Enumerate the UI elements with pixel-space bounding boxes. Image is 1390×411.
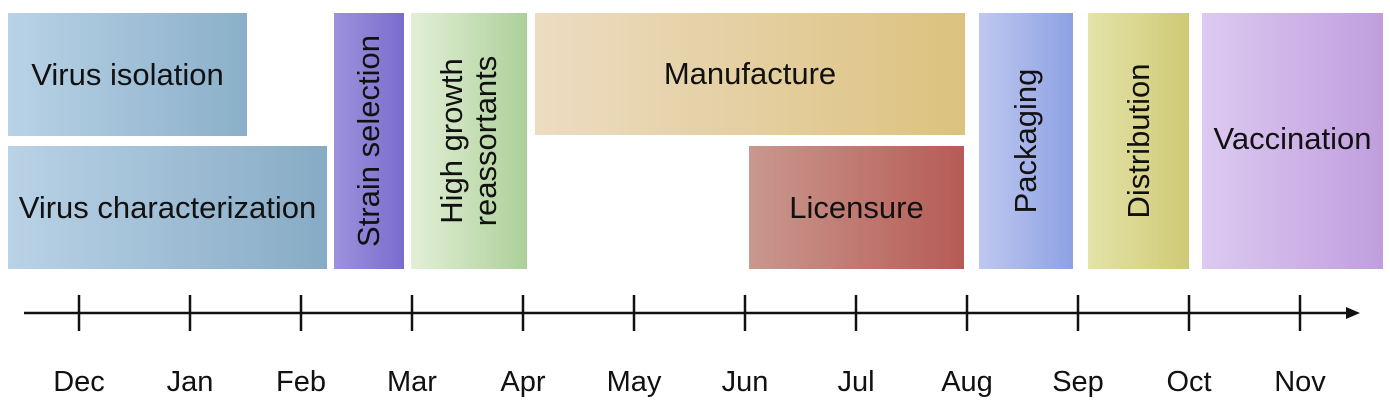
- phase-label: Virus characterization: [18, 189, 317, 225]
- month-label-may: May: [606, 366, 662, 398]
- phase-high-growth-reassortants: High growth reassortants: [411, 13, 527, 269]
- phase-virus-characterization: Virus characterization: [8, 146, 327, 269]
- phase-label: Vaccination: [1213, 121, 1372, 156]
- month-label-jan: Jan: [166, 366, 214, 398]
- phase-strain-selection: Strain selection: [334, 13, 404, 269]
- phase-vaccination: Vaccination: [1202, 13, 1383, 269]
- month-label-feb: Feb: [276, 366, 326, 398]
- phase-label: Manufacture: [663, 56, 837, 91]
- month-label-mar: Mar: [387, 366, 437, 398]
- phase-distribution: Distribution: [1088, 13, 1189, 269]
- month-label-aug: Aug: [941, 366, 993, 398]
- month-label-apr: Apr: [500, 366, 546, 398]
- month-label-jul: Jul: [837, 366, 875, 398]
- month-label-nov: Nov: [1274, 366, 1326, 398]
- phase-virus-isolation: Virus isolation: [8, 13, 247, 136]
- axis-arrowhead: [1346, 307, 1360, 319]
- axis-ticks: [77, 295, 1302, 331]
- phase-licensure: Licensure: [749, 146, 964, 269]
- month-label-jun: Jun: [721, 366, 769, 398]
- month-label-sep: Sep: [1052, 366, 1104, 398]
- month-label-dec: Dec: [53, 366, 105, 398]
- phase-packaging: Packaging: [979, 13, 1073, 269]
- phase-label: Virus isolation: [31, 56, 224, 92]
- phase-manufacture: Manufacture: [535, 13, 965, 135]
- phase-label: Licensure: [789, 189, 924, 225]
- month-label-oct: Oct: [1166, 366, 1212, 398]
